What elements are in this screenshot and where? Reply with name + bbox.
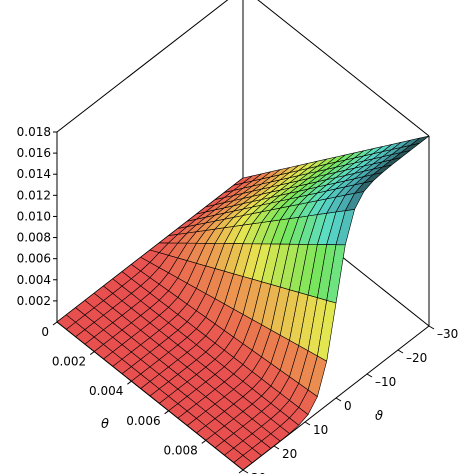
x-tick-mark xyxy=(164,410,169,415)
z-tick-label: 0.010 xyxy=(17,209,51,223)
x-tick-mark xyxy=(127,380,132,385)
x-tick-mark xyxy=(52,321,58,326)
tick-labels: 0.002 0.004 0.006 0.008 0.010 0.012 0.014 0.016… xyxy=(17,125,459,474)
y-tick-label: 30 xyxy=(251,471,266,474)
z-tick-label: 0.006 xyxy=(17,252,51,266)
y-axis-label: ϑ xyxy=(375,409,383,424)
y-tick-mark xyxy=(335,397,342,402)
surface-patch xyxy=(410,135,430,146)
y-tick-mark xyxy=(242,469,249,474)
surface-mesh xyxy=(56,135,430,471)
y-tick-mark xyxy=(428,325,435,330)
y-tick-label: –10 xyxy=(375,375,396,389)
x-tick-label: 0.002 xyxy=(52,355,86,369)
y-tick-label: –20 xyxy=(406,351,427,365)
z-tick-label: 0.016 xyxy=(17,146,51,160)
y-tick-mark xyxy=(273,445,280,450)
y-tick-mark xyxy=(366,373,373,378)
y-tick-label: –30 xyxy=(437,327,458,341)
y-tick-label: 20 xyxy=(282,447,297,461)
z-tick-label: 0.002 xyxy=(17,294,51,308)
y-tick-mark xyxy=(397,349,404,354)
y-tick-mark xyxy=(304,421,311,426)
box-edge xyxy=(56,321,244,471)
x-axis-label: θ xyxy=(101,417,109,432)
z-tick-label: 0.012 xyxy=(17,188,51,202)
x-tick-label: 0.008 xyxy=(163,443,197,457)
z-tick-label: 0.014 xyxy=(17,167,51,181)
x-tick-label: 0.004 xyxy=(89,384,123,398)
z-tick-label: 0.018 xyxy=(17,125,51,139)
x-tick-label: 0.006 xyxy=(126,414,160,428)
z-tick-label: 0.008 xyxy=(17,231,51,245)
surface-patch xyxy=(298,389,318,415)
y-tick-label: 10 xyxy=(313,423,328,437)
x-tick-mark xyxy=(201,439,207,444)
x-tick-mark xyxy=(89,351,95,356)
box-edge xyxy=(257,0,430,137)
z-tick-label: 0.004 xyxy=(17,273,51,287)
y-tick-label: 0 xyxy=(344,399,352,413)
x-tick-mark xyxy=(238,469,244,474)
box-edge xyxy=(56,0,229,133)
x-tick-label: 0 xyxy=(41,325,49,339)
